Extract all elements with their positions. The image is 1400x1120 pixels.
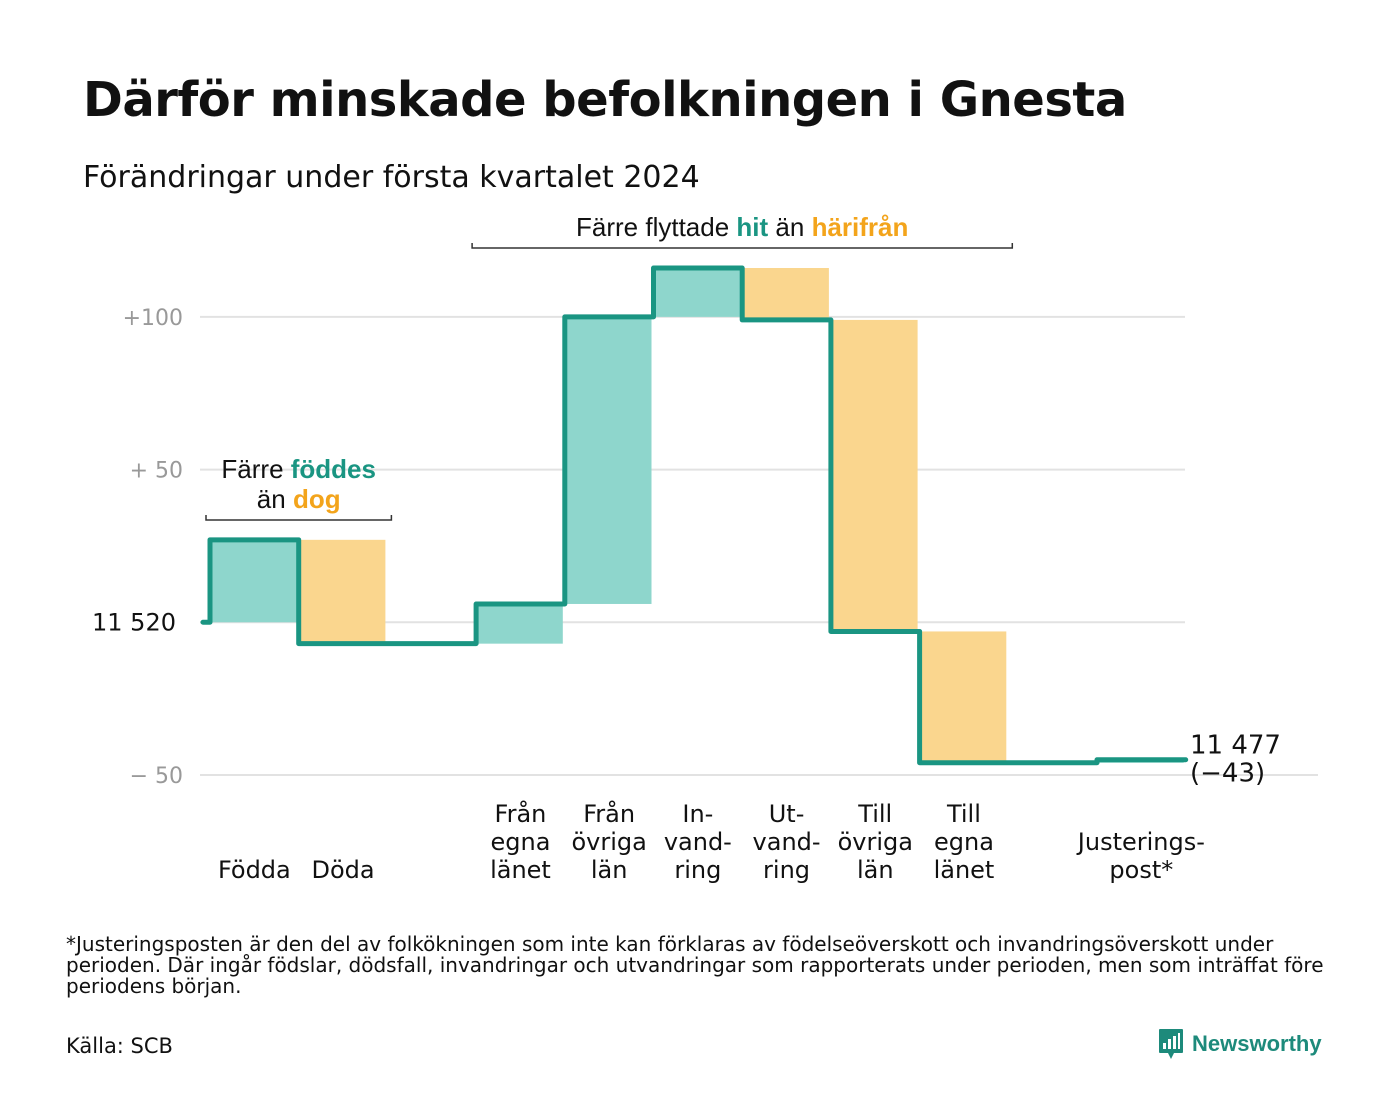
footnote: *Justeringsposten är den del av folkökni…: [66, 932, 1324, 998]
annotation-text: Färre föddes än dog: [221, 454, 376, 514]
waterfall-bar: [300, 539, 386, 644]
running-total-line: [200, 265, 1189, 766]
y-tick-label: +100: [123, 306, 183, 331]
waterfall-bar: [744, 268, 829, 320]
source-note: Källa: SCB: [66, 1034, 173, 1058]
category-label: In-vand-ring: [664, 800, 732, 884]
labels: +100 + 50 − 50 11 520 Födda Döda Från egna länet…: [92, 306, 1281, 884]
chart-title: Därför minskade befolkningen i Gnesta: [83, 72, 1127, 128]
waterfall-bar: [478, 603, 563, 644]
y-tick-label: + 50: [130, 459, 183, 484]
bars: [212, 268, 1184, 763]
category-label: Justerings-post*: [1076, 828, 1205, 884]
category-label: Från övriga län: [571, 799, 646, 884]
annotation-text: Färre flyttade hit än härifrån: [576, 212, 908, 242]
category-label: Till övriga län: [838, 800, 913, 884]
start-value-label: 11 520: [92, 608, 176, 636]
annotation-bracket: [205, 515, 393, 521]
waterfall-bar: [655, 268, 741, 317]
category-label: Ut-vand-ring: [753, 800, 821, 884]
annotations: Färre föddes än dog Färre flyttade hit än …: [205, 212, 1014, 521]
brand-name: Newsworthy: [1192, 1031, 1322, 1056]
brand-logo: Newsworthy: [1158, 1028, 1322, 1060]
waterfall-bar: [832, 319, 918, 632]
waterfall-chart: +100 + 50 − 50 11 520 Födda Döda Från egna länet…: [92, 212, 1318, 884]
category-label: Döda: [311, 856, 374, 884]
waterfall-bar: [566, 316, 652, 604]
end-value-label: 11 477 (−43): [1190, 731, 1281, 789]
category-label: Från egna länet: [490, 799, 551, 884]
chart-subtitle: Förändringar under första kvartalet 2024: [83, 160, 700, 195]
step-line: [200, 265, 1189, 766]
annotation-bracket: [471, 243, 1014, 249]
y-tick-label: − 50: [130, 764, 183, 789]
bar-chart-speech-icon: [1159, 1029, 1183, 1059]
waterfall-bar: [212, 539, 297, 623]
waterfall-bar: [921, 631, 1007, 763]
category-label: Födda: [218, 856, 291, 884]
category-label: Till egna länet: [934, 800, 995, 884]
